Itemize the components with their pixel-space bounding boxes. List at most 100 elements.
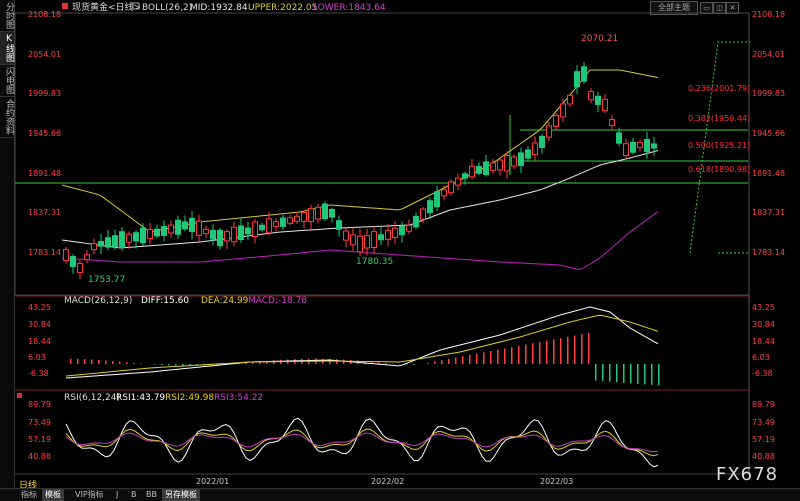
tab-indicator[interactable]: 指标 (18, 489, 40, 501)
macd-bar (406, 364, 408, 365)
tab-j[interactable]: J (113, 489, 121, 501)
tab-bb[interactable]: BB (143, 489, 160, 501)
price-tick-right: 1783.14 (752, 248, 785, 257)
candle-body (414, 216, 419, 226)
price-tick-right: 1945.66 (752, 129, 785, 138)
candle-body (533, 143, 538, 154)
macd-title: MACD(26,12,9) (64, 296, 132, 306)
candle-body (484, 162, 489, 175)
price-tick-right: 2108.18 (752, 10, 785, 19)
macd-bar (511, 347, 513, 364)
price-tick-left: 1891.48 (28, 169, 61, 178)
candle-body (589, 92, 594, 100)
candle-body (645, 139, 650, 151)
candle-body (148, 230, 153, 239)
macd-bar (168, 364, 170, 365)
rsi-tick-left: 89.79 (28, 400, 51, 409)
boll-upper: UPPER:2022.05 (248, 3, 317, 13)
candle-body (239, 226, 244, 240)
candle-body (596, 96, 601, 104)
date-tick: 2022/03 (540, 477, 573, 486)
macd-bar (476, 354, 478, 364)
tab-template[interactable]: 模板 (42, 489, 64, 501)
candle-body (113, 236, 118, 247)
high-annotation: 2070.21 (581, 34, 618, 44)
macd-bar (427, 363, 429, 364)
macd-tick-right: 6.03 (752, 353, 770, 362)
boll-mid: MID:1932.84 (190, 3, 248, 13)
candle-body (253, 222, 258, 236)
candle-body (470, 166, 475, 177)
candle-body (295, 216, 300, 221)
candle-body (372, 232, 377, 248)
candle-body (211, 230, 216, 239)
macd-bar (616, 364, 618, 382)
candle-body (99, 241, 104, 246)
candle-body (435, 192, 440, 207)
macd-tick-left: 6.03 (28, 353, 46, 362)
macd-diff: DIFF:15.60 (141, 296, 189, 306)
macd-bar (588, 333, 590, 364)
boll-lower: LOWER:1843.64 (313, 3, 386, 13)
candle-body (176, 220, 181, 234)
date-tick: 2022/01 (196, 477, 229, 486)
rsi-tick-right: 73.49 (752, 418, 775, 427)
macd-bar (595, 364, 597, 381)
tab-vip-indicator[interactable]: VIP指标 (72, 489, 107, 501)
macd-bar (630, 364, 632, 383)
candle-body (323, 204, 328, 219)
candle-body (638, 142, 643, 147)
candle-body (449, 182, 454, 193)
candle-body (288, 218, 293, 224)
macd-bar (434, 361, 436, 364)
candle-body (519, 153, 524, 166)
candle-body (232, 227, 237, 241)
candle-body (505, 156, 510, 171)
macd-tick-left: 43.25 (28, 303, 51, 312)
macd-tick-left: 30.84 (28, 320, 51, 329)
candle-body (491, 163, 496, 170)
candle-body (218, 230, 223, 245)
indicator-marker-icon (62, 3, 68, 9)
fib-label-0.500: 0.500(1925.21) (688, 141, 750, 150)
macd-tick-right: -6.38 (752, 369, 773, 378)
macd-bar (161, 364, 163, 365)
macd-bar (637, 364, 639, 384)
tab-b[interactable]: B (128, 489, 140, 501)
macd-dea-line (66, 315, 658, 376)
candle-body (64, 250, 69, 261)
candle-body (183, 222, 188, 229)
macd-bar (623, 364, 625, 383)
tab-save-template[interactable]: 另存模板 (162, 489, 200, 501)
chart-canvas[interactable]: 现货黄金<日线> BOLL(26,2) MID:1932.84 UPPER:20… (0, 0, 800, 488)
candle-body (603, 99, 608, 110)
macd-bar (448, 359, 450, 364)
macd-bar (574, 335, 576, 364)
rsi-title: RSI(6,12,24) (64, 393, 120, 403)
candle-body (309, 209, 314, 222)
macd-bar (91, 359, 93, 364)
candle-body (540, 136, 545, 147)
macd-bar (546, 341, 548, 364)
instrument-title: 现货黄金<日线> (72, 1, 141, 13)
candle-body (302, 212, 307, 221)
candle-body (617, 133, 622, 143)
watermark-logo: FX678 (716, 464, 778, 485)
candle-body (120, 232, 125, 248)
macd-bar (497, 350, 499, 364)
price-tick-left: 1837.31 (28, 208, 61, 217)
boll-upper-line (62, 70, 658, 232)
rsi-1: RSI1:43.79 (116, 393, 165, 403)
candle-body (561, 104, 566, 117)
candle-body (169, 225, 174, 233)
candle-body (106, 238, 111, 247)
macd-tick-left: -6.38 (28, 369, 49, 378)
candle-body (337, 221, 342, 230)
candle-body (127, 234, 132, 242)
candle-body (512, 157, 517, 166)
candle-body (204, 229, 209, 233)
macd-bar (644, 364, 646, 384)
macd-value: MACD:-18.78 (248, 296, 307, 306)
rsi-tick-left: 73.49 (28, 418, 51, 427)
fib-label-0.618: 0.618(1890.98) (688, 165, 750, 174)
